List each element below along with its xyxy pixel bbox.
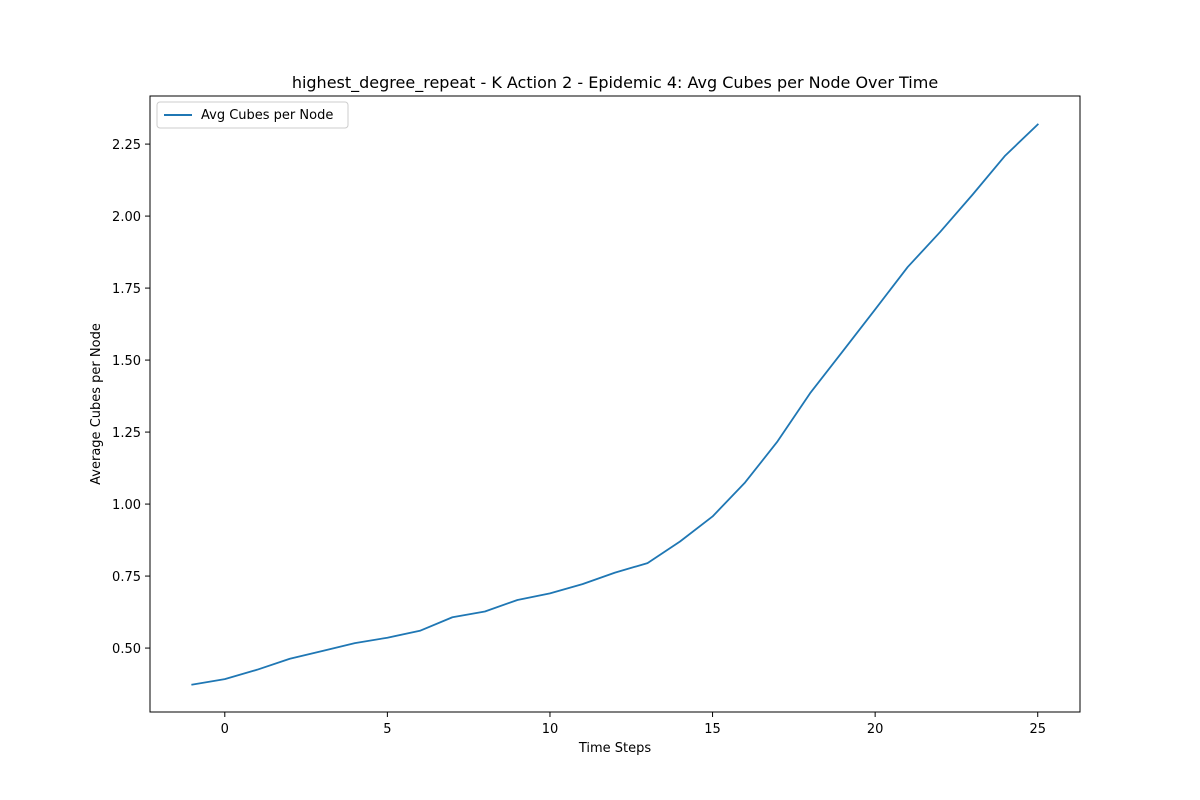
y-tick-label: 1.00 [112, 498, 141, 513]
x-tick-label: 20 [867, 722, 884, 737]
x-tick-label: 10 [542, 722, 559, 737]
legend-box [156, 101, 349, 129]
y-tick-label: 1.50 [112, 354, 141, 369]
y-tick-label: 1.25 [112, 426, 141, 441]
legend: Avg Cubes per Node [156, 101, 349, 129]
legend-label: Avg Cubes per Node [201, 108, 333, 123]
x-axis-label: Time Steps [578, 741, 652, 756]
y-tick-label: 2.25 [112, 138, 141, 153]
y-tick-label: 1.75 [112, 282, 141, 297]
plot-layer [191, 123, 1040, 686]
x-axis-ticks: 0 5 10 15 20 25 [221, 712, 1046, 737]
chart-title: highest_degree_repeat - K Action 2 - Epi… [292, 73, 938, 93]
y-tick-label: 0.50 [112, 642, 141, 657]
y-axis-ticks: 0.50 0.75 1.00 1.25 1.50 1.75 2.00 2.25 [112, 138, 150, 657]
x-tick-label: 0 [221, 722, 229, 737]
y-axis-label: Average Cubes per Node [89, 323, 104, 485]
x-tick-label: 5 [383, 722, 391, 737]
y-tick-label: 2.00 [112, 210, 141, 225]
series-line-avg-cubes-per-node [191, 123, 1040, 686]
plot-frame [149, 95, 1081, 713]
y-tick-label: 0.75 [112, 570, 141, 585]
x-tick-label: 15 [704, 722, 721, 737]
x-tick-label: 25 [1029, 722, 1046, 737]
